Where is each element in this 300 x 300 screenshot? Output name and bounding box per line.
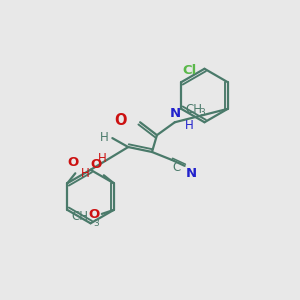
Text: N: N [170, 107, 181, 120]
Text: 3: 3 [93, 219, 99, 228]
Text: N: N [186, 167, 197, 180]
Text: CH: CH [71, 210, 88, 224]
Text: H: H [98, 152, 106, 165]
Text: H: H [185, 119, 194, 132]
Text: H: H [81, 167, 90, 180]
Text: C: C [173, 161, 181, 174]
Text: O: O [91, 158, 102, 171]
Text: O: O [88, 208, 100, 221]
Text: Cl: Cl [182, 64, 197, 77]
Text: H: H [100, 130, 108, 144]
Text: 3: 3 [199, 108, 205, 117]
Text: O: O [115, 113, 127, 128]
Text: CH: CH [185, 103, 202, 116]
Text: O: O [68, 156, 79, 169]
